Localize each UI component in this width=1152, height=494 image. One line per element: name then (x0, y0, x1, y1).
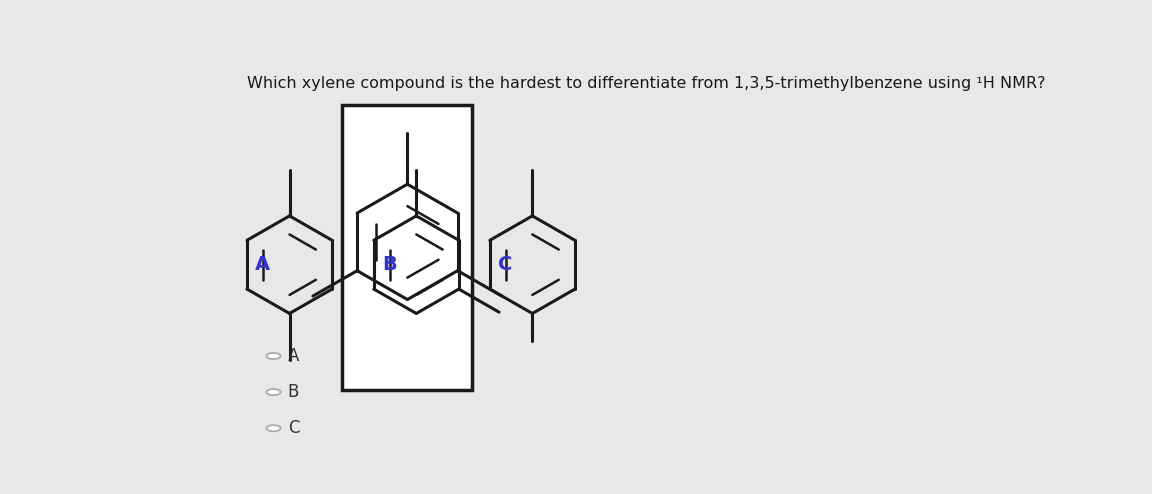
Circle shape (266, 425, 281, 431)
Text: B: B (288, 383, 300, 401)
Circle shape (266, 353, 281, 359)
Text: B: B (382, 255, 396, 274)
Text: C: C (498, 255, 513, 274)
Text: C: C (288, 419, 300, 437)
Bar (342, 105, 471, 390)
Text: A: A (255, 255, 270, 274)
Text: Which xylene compound is the hardest to differentiate from 1,3,5-trimethylbenzen: Which xylene compound is the hardest to … (247, 77, 1045, 91)
Text: A: A (288, 347, 300, 365)
Circle shape (266, 389, 281, 395)
